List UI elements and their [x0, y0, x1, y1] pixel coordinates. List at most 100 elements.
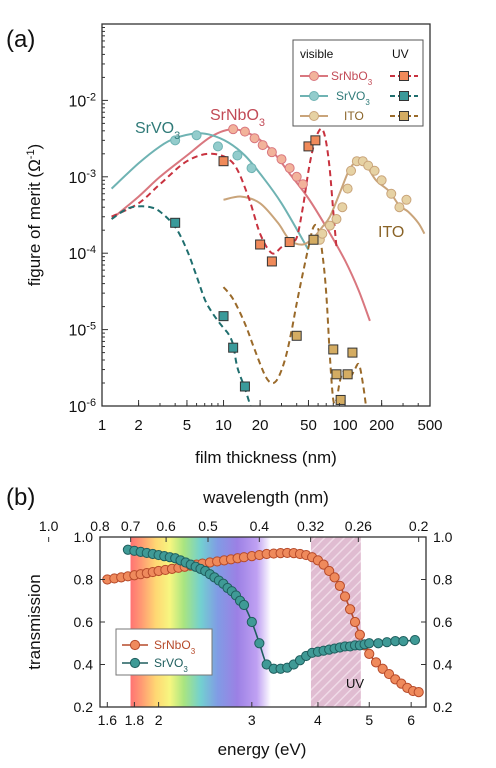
legend-a: visible UV SrNbO3 SrVO3 ITO: [292, 39, 424, 127]
point-ito-visible: [386, 188, 397, 199]
point-srnbo3-uv: [218, 156, 229, 167]
point-srnbo3-uv: [284, 237, 295, 248]
x-tick-label-a: 100: [333, 417, 358, 434]
point-ito-uv: [335, 394, 346, 405]
point-b-srnbo3: [413, 687, 424, 698]
y-tick-label-b: 0.6: [74, 614, 94, 630]
y-tick-label-b-right: 0.2: [433, 699, 453, 715]
legend-b: SrNbO3 SrVO3: [115, 628, 213, 676]
point-ito-visible: [394, 202, 405, 213]
point-b-srvo3: [364, 638, 375, 649]
point-ito-visible: [376, 175, 387, 186]
x-tick-label-a: 5: [183, 417, 191, 434]
point-srnbo3-visible: [284, 163, 295, 174]
legend-a-marker-srnbo3-uv: [399, 71, 409, 81]
point-srvo3-visible: [191, 130, 202, 141]
point-ito-uv: [347, 347, 358, 358]
point-srnbo3-uv: [255, 239, 266, 250]
point-srnbo3-visible: [276, 154, 287, 165]
point-b-srvo3: [409, 634, 421, 646]
y-tick-label-b: 0.8: [74, 572, 94, 588]
legend-a-marker-srvo3-uv: [399, 91, 409, 101]
uv-band-label: UV: [346, 676, 364, 691]
point-b-srnbo3: [364, 648, 375, 659]
legend-header-visible: visible: [300, 47, 334, 61]
point-b-srnbo3: [334, 580, 345, 591]
point-srnbo3-uv: [266, 256, 277, 267]
point-b-srnbo3: [370, 657, 382, 668]
point-ito-visible: [317, 228, 328, 239]
x-tick-label-a: 2: [134, 417, 142, 434]
y-tick-label-b-right: 0.6: [433, 614, 453, 630]
legend-label-srvo3: SrVO3: [336, 89, 370, 107]
legend-b-box: [115, 628, 213, 676]
point-srvo3-visible: [232, 150, 243, 161]
point-ito-uv: [328, 344, 339, 355]
point-b-srnbo3: [377, 663, 388, 674]
x-tick-label-a: 20: [252, 417, 269, 434]
point-srnbo3-visible: [249, 133, 260, 144]
y-tick-label-a: 10-3: [69, 168, 96, 187]
legend-a-marker-srvo3-visible: [309, 91, 319, 101]
legend-b-marker-srnbo3: [129, 639, 141, 651]
point-srvo3-visible: [170, 135, 181, 146]
point-ito-uv: [308, 234, 319, 245]
x-tick-label-a: 10: [215, 417, 232, 434]
panel-a: (a) 1 2 5 10 20 50 100 200 500 10-6 10-5 10-4 10-3 10…: [6, 23, 443, 467]
x-top-tick-label-b: 0.32: [297, 518, 324, 534]
point-srnbo3-visible: [239, 126, 250, 137]
x-top-tick-label-b: 0.8: [90, 518, 110, 534]
point-srnbo3-visible: [291, 171, 302, 182]
y-tick-label-b-right: 0.4: [433, 657, 453, 673]
point-b-srnbo3: [329, 572, 340, 583]
legend-label-ito: ITO: [344, 109, 364, 123]
legend-a-marker-srnbo3-visible: [309, 71, 319, 81]
point-ito-visible: [331, 214, 342, 225]
curve-ito-uv: [222, 223, 368, 406]
y-tick-label-a: 10-6: [69, 397, 96, 416]
point-ito-visible: [342, 183, 353, 194]
point-ito-uv: [331, 369, 342, 380]
point-srvo3-visible: [212, 141, 223, 152]
y-tick-label-b-right: 0.8: [433, 572, 453, 588]
y-tick-label-a: 10-2: [69, 91, 96, 110]
point-srvo3-visible: [246, 163, 257, 174]
y-axis-label-a: figure of merit (Ω-1): [25, 144, 44, 286]
x-tick-label-a: 1: [98, 417, 106, 434]
x-top-tick-label-b: 1.0: [39, 518, 59, 534]
point-b-srnbo3: [339, 591, 351, 602]
plot-frame-a: [101, 23, 431, 407]
x-top-tick-label-b: 0.6: [156, 518, 176, 534]
x-top-axis-label-b: wavelength (nm): [202, 488, 329, 507]
point-b-srnbo3: [349, 616, 361, 628]
point-srnbo3-uv: [310, 135, 321, 146]
point-b-srvo3: [398, 636, 409, 647]
point-ito-uv: [342, 369, 353, 380]
y-tick-label-a: 10-4: [69, 244, 96, 263]
x-tick-label-b: 5: [365, 712, 373, 728]
x-tick-label-b: 1.8: [125, 712, 145, 728]
y-tick-label-b: 0.4: [74, 657, 94, 673]
point-b-srvo3: [254, 638, 265, 649]
panel-b-label: (b): [6, 484, 35, 511]
x-tick-label-a: 200: [369, 417, 394, 434]
y-tick-label-a: 10-5: [69, 321, 96, 340]
point-ito-visible: [401, 194, 412, 205]
x-tick-label-a: 50: [300, 417, 317, 434]
x-tick-label-b: 1.6: [98, 712, 118, 728]
point-srnbo3-visible: [297, 179, 308, 190]
point-b-srnbo3: [318, 559, 329, 570]
point-b-srvo3: [381, 637, 393, 648]
point-b-srvo3: [238, 599, 250, 611]
point-b-srnbo3: [344, 604, 356, 615]
point-srnbo3-visible: [228, 124, 239, 135]
point-b-srnbo3: [324, 565, 335, 577]
point-b-srnbo3: [354, 629, 365, 640]
x-tick-label-a: 500: [417, 417, 442, 434]
x-top-tick-label-b: 0.2: [409, 518, 429, 534]
point-b-srvo3: [246, 616, 257, 628]
x-axis-label-a: film thickness (nm): [195, 448, 337, 467]
x-top-tick-label-b: 0.26: [345, 518, 372, 534]
point-srvo3-uv: [239, 381, 250, 392]
point-b-srvo3: [373, 638, 384, 649]
